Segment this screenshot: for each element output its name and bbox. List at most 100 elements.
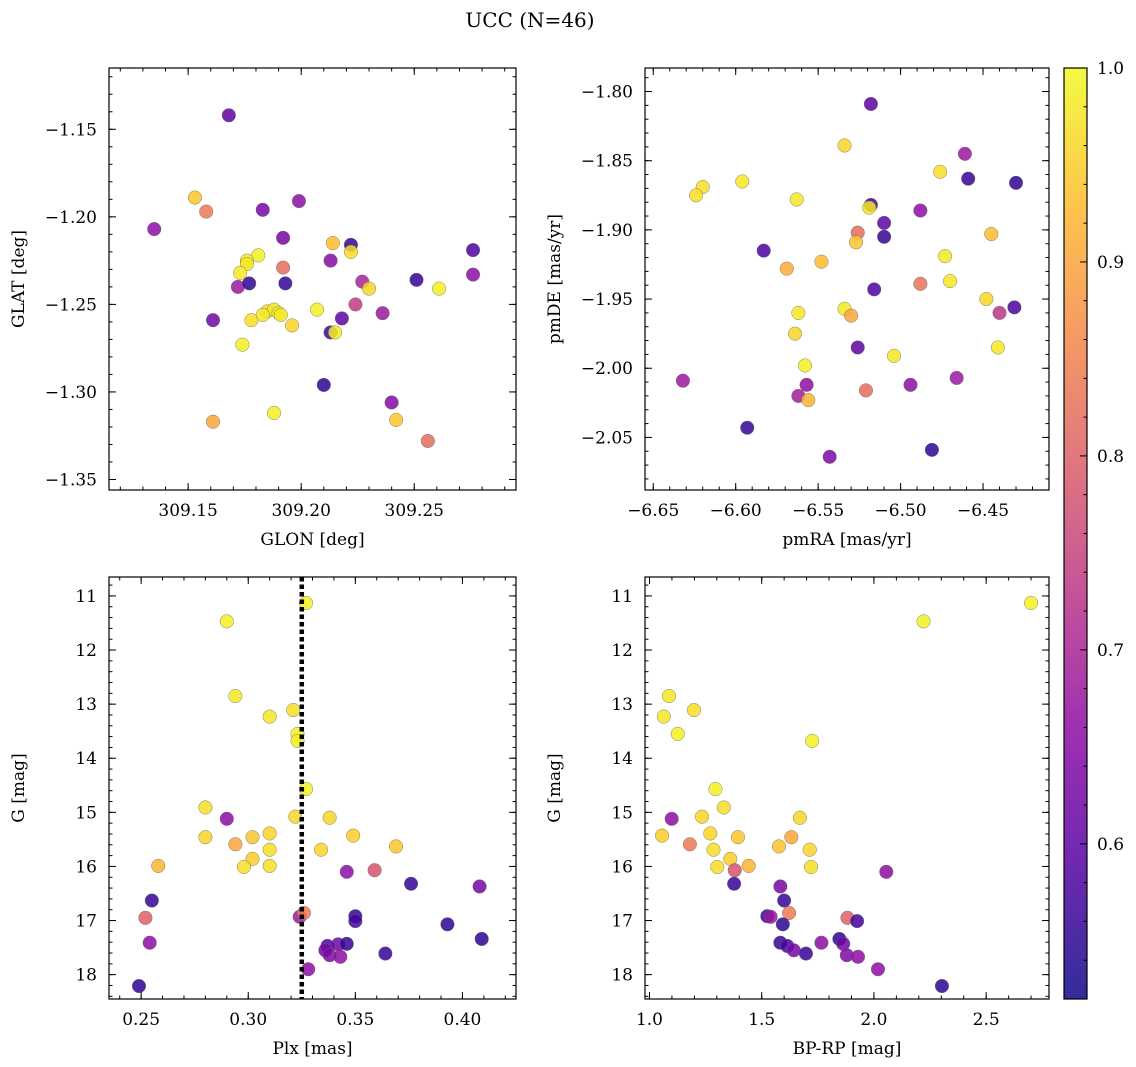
data-point: [858, 383, 873, 398]
data-point: [727, 863, 742, 878]
data-point: [655, 828, 670, 843]
data-point: [686, 703, 701, 718]
panel-3: 0.25 0.30 0.35 0.40 11 12 13 14 15 16 17 18 Plx [mas…: [9, 576, 517, 1059]
colorbar-tick-label: 0.8: [1097, 447, 1124, 467]
data-point: [378, 946, 393, 961]
data-point: [740, 420, 755, 435]
x-tick-label: 2.0: [860, 1010, 887, 1030]
data-point: [992, 305, 1007, 320]
data-point: [348, 297, 363, 312]
figure-title: UCC (N=46): [465, 8, 594, 32]
data-point: [763, 909, 778, 924]
data-point: [219, 614, 234, 629]
y-tick-label: 14: [611, 749, 633, 769]
x-axis-label: Plx [mas]: [272, 1039, 352, 1059]
data-point: [703, 826, 718, 841]
x-tick-label: −6.50: [875, 501, 927, 521]
data-point: [924, 442, 939, 457]
data-point: [716, 800, 731, 815]
panel-1: 309.15 309.20 309.25 −1.15 −1.20 −1.25 −1.30 −1…: [9, 67, 517, 550]
data-point: [886, 348, 901, 363]
data-point: [814, 254, 829, 269]
data-point: [850, 340, 865, 355]
data-point: [334, 311, 349, 326]
data-point: [662, 689, 677, 704]
x-tick-label: 0.35: [336, 1010, 374, 1030]
data-point: [675, 373, 690, 388]
data-point: [797, 358, 812, 373]
data-point: [961, 171, 976, 186]
y-tick-label: 14: [75, 749, 97, 769]
data-point: [339, 864, 354, 879]
y-tick-label: −1.95: [581, 290, 633, 310]
scatter-points: [147, 108, 481, 448]
data-point: [877, 229, 892, 244]
data-point: [1009, 175, 1024, 190]
data-point: [367, 863, 382, 878]
y-tick-label: 16: [611, 857, 633, 877]
data-point: [131, 979, 146, 994]
y-axis-label: GLAT [deg]: [9, 230, 29, 328]
data-point: [144, 893, 159, 908]
scatter-points: [131, 595, 489, 994]
data-point: [262, 858, 277, 873]
data-point: [278, 276, 293, 291]
data-point: [328, 325, 343, 340]
y-tick-label: −1.85: [581, 152, 633, 172]
data-point: [949, 370, 964, 385]
y-tick-label: 12: [611, 641, 633, 661]
y-tick-label: −1.30: [45, 383, 97, 403]
data-point: [916, 614, 931, 629]
data-point: [913, 203, 928, 218]
data-point: [409, 272, 424, 287]
data-point: [206, 414, 221, 429]
data-point: [879, 864, 894, 879]
data-point: [147, 222, 162, 237]
data-point: [727, 876, 742, 891]
data-point: [339, 936, 354, 951]
data-point: [710, 859, 725, 874]
data-point: [984, 227, 999, 242]
axes-frame: [644, 67, 1050, 491]
y-tick-label: −1.80: [581, 83, 633, 103]
data-point: [844, 308, 859, 323]
data-point: [791, 305, 806, 320]
y-tick-label: −1.90: [581, 221, 633, 241]
scatter-points: [675, 96, 1024, 464]
data-point: [789, 192, 804, 207]
x-tick-label: 0.40: [444, 1010, 482, 1030]
data-point: [314, 842, 329, 857]
data-point: [276, 260, 291, 275]
data-point: [219, 811, 234, 826]
data-point: [404, 876, 419, 891]
data-point: [689, 188, 704, 203]
data-point: [771, 839, 786, 854]
y-tick-label: 13: [611, 695, 633, 715]
data-point: [322, 810, 337, 825]
data-point: [432, 281, 447, 296]
y-tick-label: −1.15: [45, 120, 97, 140]
y-tick-label: 17: [611, 912, 633, 932]
colorbar: 0.6 0.7 0.8 0.9 1.0: [1063, 59, 1124, 1000]
panel-4: 1.0 1.5 2.0 2.5 11 12 13 14 15 16 17 18 BP-RP [mag] G…: [545, 576, 1050, 1059]
data-point: [1007, 300, 1022, 315]
y-tick-label: 11: [75, 587, 97, 607]
data-point: [786, 943, 801, 958]
data-point: [695, 809, 710, 824]
data-point: [990, 340, 1005, 355]
data-point: [466, 243, 481, 258]
data-point: [933, 164, 948, 179]
data-point: [262, 709, 277, 724]
data-point: [346, 828, 361, 843]
data-point: [362, 281, 377, 296]
axes-frame: [108, 67, 517, 491]
data-point: [343, 244, 358, 259]
data-point: [310, 302, 325, 317]
x-tick-label: 1.0: [636, 1010, 663, 1030]
y-axis-label: pmDE [mas/yr]: [545, 214, 565, 344]
x-tick-label: 309.20: [271, 501, 330, 521]
y-tick-label: 11: [611, 587, 633, 607]
data-point: [245, 830, 260, 845]
data-point: [741, 858, 756, 873]
x-tick-label: 1.5: [748, 1010, 775, 1030]
